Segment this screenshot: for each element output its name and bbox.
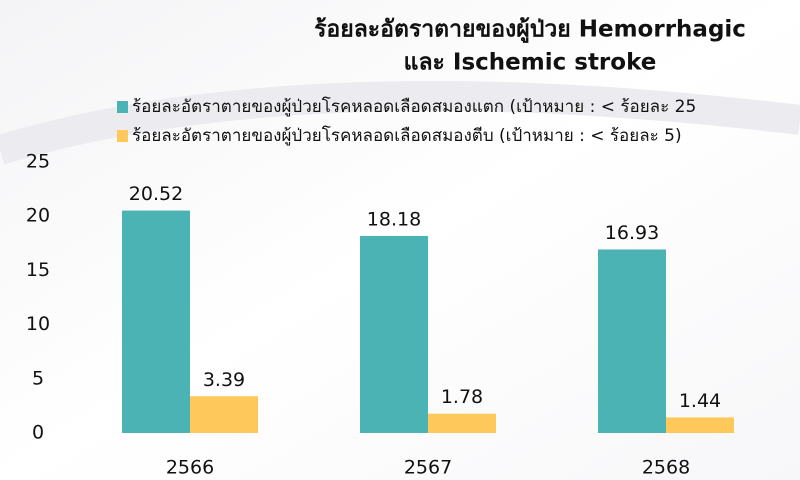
legend-swatch bbox=[117, 101, 128, 113]
y-tick-label: 10 bbox=[26, 313, 50, 335]
data-label: 3.39 bbox=[203, 369, 245, 391]
y-tick-label: 25 bbox=[26, 151, 50, 173]
bar bbox=[360, 235, 428, 433]
x-tick-label: 2566 bbox=[166, 457, 214, 479]
data-label: 16.93 bbox=[605, 222, 659, 244]
bar bbox=[666, 417, 734, 433]
data-label: 20.52 bbox=[129, 183, 183, 205]
data-label: 1.44 bbox=[679, 390, 721, 412]
data-label: 1.78 bbox=[441, 386, 483, 408]
chart-title: และ Ischemic stroke bbox=[404, 50, 657, 76]
y-tick-label: 5 bbox=[32, 367, 44, 389]
bar bbox=[190, 396, 258, 433]
legend-label: ร้อยละอัตราตายของผู้ป่วยโรคหลอดเลือดสมอง… bbox=[132, 125, 682, 146]
y-tick-label: 0 bbox=[32, 422, 44, 444]
bar bbox=[598, 249, 666, 433]
bar bbox=[428, 413, 496, 433]
legend-swatch bbox=[117, 130, 128, 142]
bar bbox=[122, 210, 190, 433]
x-tick-label: 2567 bbox=[404, 457, 452, 479]
chart-title: ร้อยละอัตราตายของผู้ป่วย Hemorrhagic bbox=[314, 17, 746, 44]
legend-label: ร้อยละอัตราตายของผู้ป่วยโรคหลอดเลือดสมอง… bbox=[132, 96, 696, 117]
data-label: 18.18 bbox=[367, 208, 421, 230]
y-tick-label: 20 bbox=[26, 205, 50, 227]
decor-swoosh bbox=[0, 81, 800, 165]
y-tick-label: 15 bbox=[26, 259, 50, 281]
x-tick-label: 2568 bbox=[642, 457, 690, 479]
